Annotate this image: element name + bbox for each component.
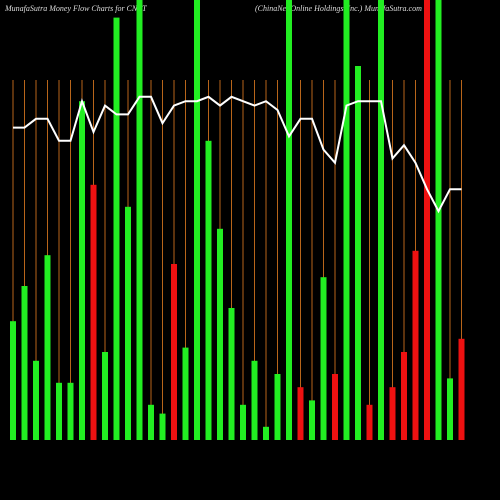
bar <box>412 250 419 440</box>
chart-title: MunafaSutra Money Flow Charts for CNET <box>4 4 147 13</box>
bar <box>274 374 281 440</box>
bar <box>297 387 304 440</box>
bar <box>389 387 396 440</box>
bar <box>136 0 143 440</box>
bar <box>458 338 465 440</box>
bar <box>90 184 97 440</box>
bar <box>332 374 338 440</box>
bar <box>228 308 235 440</box>
bar <box>320 277 327 440</box>
bar <box>286 0 292 440</box>
bar <box>435 0 442 440</box>
bar <box>309 400 315 440</box>
bar <box>79 101 85 440</box>
bar <box>148 404 154 440</box>
bar <box>343 0 350 440</box>
bar <box>10 321 16 440</box>
bar <box>251 360 258 440</box>
bar <box>217 228 223 440</box>
chart-subtitle: (ChinaNet Online Holdings, Inc.) MunafaS… <box>255 4 422 13</box>
bar <box>240 404 246 440</box>
bar <box>67 382 74 440</box>
bar <box>401 352 407 440</box>
bar <box>125 206 131 440</box>
bar <box>263 426 269 440</box>
bar <box>194 0 200 440</box>
bar <box>21 286 28 440</box>
bar <box>33 360 39 440</box>
bar <box>447 378 453 440</box>
bar <box>424 0 430 440</box>
bar <box>44 255 51 440</box>
bar <box>205 140 212 441</box>
bar <box>171 264 177 440</box>
bar <box>378 0 384 440</box>
bar <box>56 382 62 440</box>
bar <box>102 352 108 440</box>
bar <box>182 347 189 440</box>
bar <box>159 413 166 440</box>
money-flow-line <box>13 95 462 214</box>
bar <box>113 17 120 440</box>
bar <box>366 404 373 440</box>
bar <box>355 66 361 440</box>
